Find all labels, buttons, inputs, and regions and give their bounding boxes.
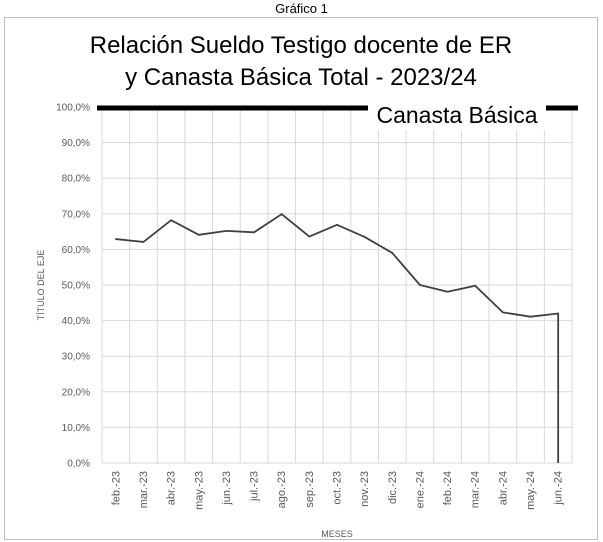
data-point [446, 290, 449, 293]
figure-caption: Gráfico 1 [275, 1, 328, 16]
x-tick-label: feb.-23 [110, 471, 122, 505]
data-point [336, 224, 338, 226]
x-tick-label: jul.-23 [249, 471, 261, 502]
y-tick-labels: 0,0% 10,0% 20,0% 30,0% 40,0% 50,0% 60,0% 70,0% 8… [56, 103, 90, 470]
x-tick-label: jun.-24 [553, 471, 565, 506]
chart-title-line-2: y Canasta Básica Total - 2023/24 [125, 64, 477, 91]
data-point [225, 230, 228, 232]
chart-frame [4, 17, 598, 540]
y-tick-label: 70,0% [62, 209, 90, 220]
x-tick-label: abr.-24 [497, 471, 509, 505]
x-tick-label: mar.-24 [470, 471, 482, 508]
x-tick-label: nov.-23 [359, 471, 371, 507]
data-points [115, 213, 559, 318]
y-tick-label: 0,0% [67, 459, 90, 470]
x-axis-label: MESES [321, 529, 353, 539]
x-tick-label: oct.-23 [332, 471, 344, 505]
data-point [197, 234, 200, 236]
x-tick-label: feb.-24 [442, 471, 454, 505]
data-point [253, 231, 255, 234]
gridlines [101, 106, 573, 464]
data-point [529, 315, 532, 318]
y-tick-label: 80,0% [62, 174, 90, 185]
x-tick-label: may.-24 [525, 471, 537, 510]
y-axis-label: TÍTULO DEL EJE [36, 250, 46, 321]
data-point [419, 284, 421, 286]
y-tick-label: 30,0% [62, 352, 90, 363]
y-tick-label: 10,0% [62, 423, 90, 434]
chart-title-line-1: Relación Sueldo Testigo docente de ER [89, 32, 513, 59]
x-tick-label: sep.-23 [304, 471, 316, 508]
reference-line-label: Canasta Básica [368, 100, 546, 130]
data-point [502, 311, 504, 314]
x-tick-label: ago.-23 [276, 471, 288, 508]
data-point [280, 213, 283, 215]
data-point [170, 219, 172, 222]
x-tick-label: dic.-23 [387, 471, 399, 504]
data-point [142, 241, 145, 243]
x-tick-label: abr.-23 [166, 471, 178, 505]
y-tick-label: 100,0% [56, 103, 90, 114]
series-line [115, 213, 560, 463]
data-point [308, 235, 311, 238]
x-tick-label: mar.-23 [138, 471, 150, 508]
x-tick-labels: feb.-23 mar.-23 abr.-23 may.-23 jun.-23 jul.-… [110, 471, 564, 510]
x-tick-label: may.-23 [193, 471, 205, 510]
x-tick-label: ene.-24 [414, 471, 426, 508]
data-point [474, 284, 477, 287]
y-tick-label: 50,0% [62, 281, 90, 292]
y-tick-label: 90,0% [62, 138, 90, 149]
data-point [557, 312, 559, 315]
x-tick-label: jun.-23 [221, 471, 233, 506]
y-tick-label: 40,0% [62, 316, 90, 327]
y-tick-label: 60,0% [62, 245, 90, 256]
data-point [363, 236, 366, 238]
data-point [391, 252, 394, 254]
y-tick-label: 20,0% [62, 387, 90, 398]
data-point [115, 238, 117, 240]
